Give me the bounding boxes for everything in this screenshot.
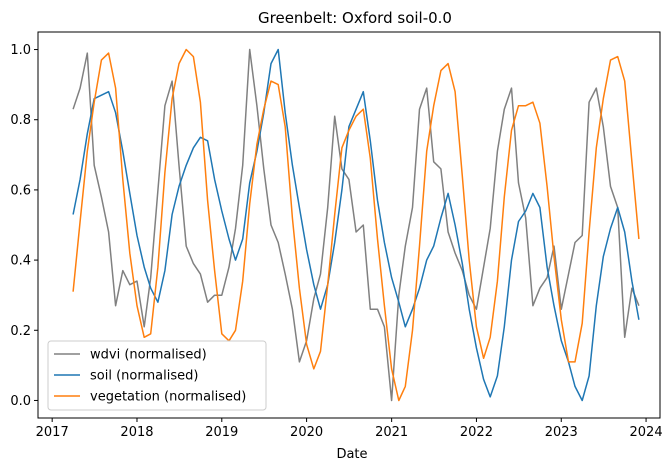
- series-line-1: [72, 48, 640, 402]
- legend-label-0: wdvi (normalised): [90, 348, 207, 363]
- legend-label-2: vegetation (normalised): [90, 390, 246, 405]
- series-layer: [72, 48, 640, 402]
- x-axis-label: Date: [336, 447, 367, 462]
- x-tick-label: 2019: [205, 425, 238, 440]
- legend-box: [47, 340, 267, 411]
- x-tick-label: 2017: [36, 425, 69, 440]
- legend: wdvi (normalised) soil (normalised) vegeta…: [47, 340, 267, 411]
- x-tick-label: 2018: [120, 425, 153, 440]
- y-tick-label: 0.8: [10, 113, 31, 128]
- y-tick-label: 1.0: [10, 43, 31, 58]
- x-tick-label: 2022: [460, 425, 493, 440]
- x-tick-label: 2021: [375, 425, 408, 440]
- chart-title: Greenbelt: Oxford soil-0.0: [258, 9, 452, 27]
- y-axis: 0.0 0.2 0.4 0.6 0.8 1.0: [10, 43, 38, 409]
- y-tick-label: 0.2: [10, 324, 31, 339]
- y-tick-label: 0.4: [10, 254, 31, 269]
- x-tick-label: 2024: [630, 425, 663, 440]
- plot-frame: [37, 31, 661, 419]
- legend-label-1: soil (normalised): [90, 369, 198, 384]
- x-axis: 2017 2018 2019 2020 2021 2022 2023 2024: [36, 418, 663, 440]
- y-tick-label: 0.0: [10, 394, 31, 409]
- y-tick-label: 0.6: [10, 183, 31, 198]
- x-tick-label: 2023: [545, 425, 578, 440]
- x-tick-label: 2020: [290, 425, 323, 440]
- series-line-2: [72, 48, 640, 402]
